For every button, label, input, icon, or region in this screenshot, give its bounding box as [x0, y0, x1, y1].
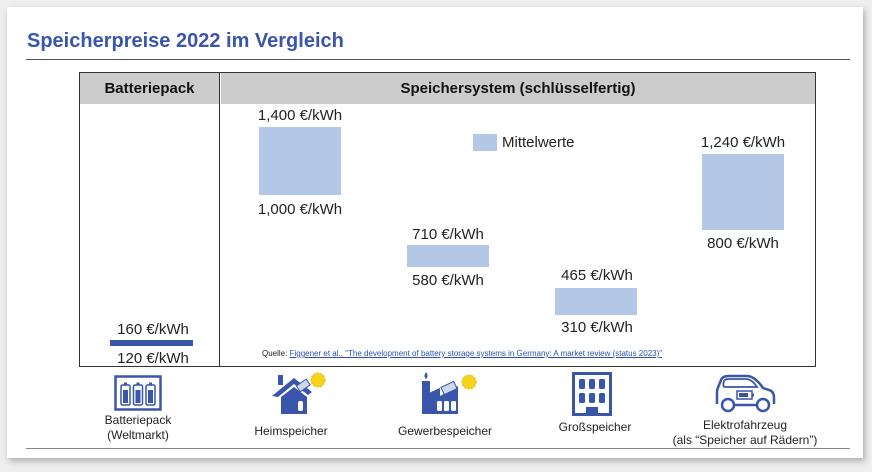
- category-label-heimspeicher: Heimspeicher: [254, 424, 328, 438]
- bottom-divider: [26, 448, 850, 449]
- ev-high-value: 1,240 €/kWh: [700, 134, 786, 151]
- category-label-elektrofahrzeug: Elektrofahrzeug (als “Speicher auf Räder…: [672, 418, 818, 447]
- title-divider: [26, 59, 850, 60]
- header-speichersystem: Speichersystem (schlüsselfertig): [221, 73, 815, 104]
- battery-pack-icon: [114, 375, 162, 411]
- source-note: Quelle: Figgener et al., "The developmen…: [262, 349, 662, 358]
- category-label-grossspeicher: Großspeicher: [558, 420, 632, 434]
- commercial-range-bar: [407, 245, 489, 267]
- commercial-low-value: 580 €/kWh: [412, 272, 484, 289]
- header-batteriepack: Batteriepack: [80, 73, 219, 104]
- large-low-value: 310 €/kWh: [561, 319, 633, 336]
- legend-label: Mittelwerte: [502, 134, 575, 151]
- chart-table: [79, 72, 816, 367]
- factory-solar-icon: [422, 372, 477, 414]
- page-title: Speicherpreise 2022 im Vergleich: [27, 30, 344, 52]
- source-prefix: Quelle:: [262, 349, 290, 358]
- ev-low-value: 800 €/kWh: [707, 235, 779, 252]
- home-high-value: 1,400 €/kWh: [257, 107, 343, 124]
- battery-high-value: 160 €/kWh: [117, 321, 189, 338]
- large-range-bar: [555, 288, 637, 315]
- home-low-value: 1,000 €/kWh: [257, 201, 343, 218]
- ev-range-bar: [702, 154, 784, 230]
- battery-low-value: 120 €/kWh: [117, 350, 189, 367]
- battery-range-bar: [110, 340, 193, 346]
- electric-car-icon: [715, 374, 776, 413]
- legend-swatch: [473, 134, 497, 151]
- source-link[interactable]: Figgener et al., "The development of bat…: [289, 349, 663, 358]
- column-divider: [219, 72, 220, 367]
- home-solar-icon: [272, 372, 326, 414]
- category-label-batteriepack: Batteriepack (Weltmarkt): [104, 413, 172, 442]
- home-range-bar: [259, 127, 341, 195]
- large-storage-building-icon: [572, 372, 612, 416]
- commercial-high-value: 710 €/kWh: [412, 226, 484, 243]
- category-label-gewerbespeicher: Gewerbespeicher: [397, 424, 493, 438]
- large-high-value: 465 €/kWh: [561, 267, 633, 284]
